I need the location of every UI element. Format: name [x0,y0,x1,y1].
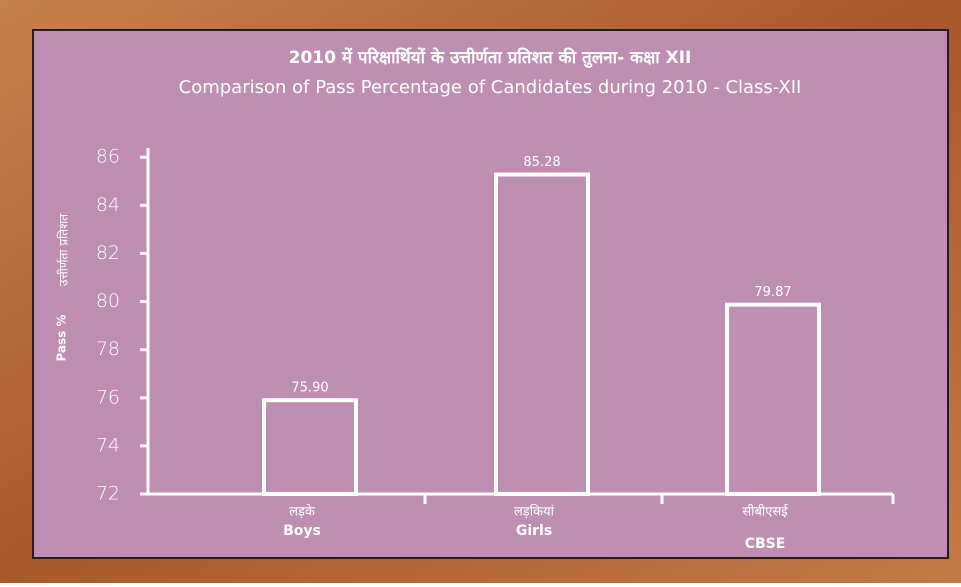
y-tick-label: 76 [96,386,120,408]
y-tick-label: 82 [96,242,120,264]
bar [725,302,821,496]
x-tick-label: Girls [516,523,552,539]
board [32,29,949,559]
bar [494,172,590,497]
y-tick-label: 84 [96,194,120,216]
chart-subtitle: Comparison of Pass Percentage of Candida… [179,77,802,98]
y-tick-label: 78 [96,338,120,360]
x-tick-label-hindi: लड़कियां [514,504,555,520]
y-tick-label: 72 [96,483,120,505]
y-tick-label: 80 [96,290,120,312]
x-tick-label-hindi: लड़के [289,504,316,520]
y-tick-label: 74 [96,434,120,456]
y-tick-label: 86 [96,146,120,168]
chart-title: 2010 में परिक्षार्थियों के उत्तीर्णता प्… [289,47,692,68]
y-axis-label: Pass % [55,314,69,361]
x-tick-label-hindi: सीबीएसई [742,504,788,520]
bar [262,398,358,497]
value-label: 75.90 [291,381,328,396]
value-label: 79.87 [754,285,791,300]
y-axis-label-hindi: उत्तीर्णता प्रतिशत [57,213,71,286]
x-tick-label: CBSE [745,536,786,552]
x-tick-label: Boys [283,523,321,539]
value-label: 85.28 [523,155,560,170]
